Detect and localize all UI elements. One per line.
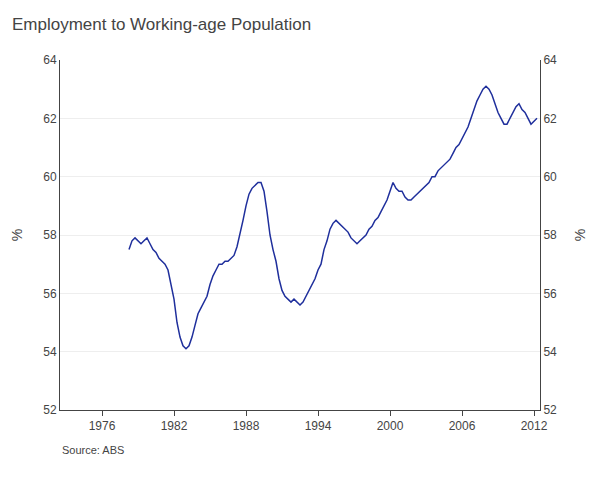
svg-text:1988: 1988 bbox=[233, 419, 260, 433]
svg-text:2012: 2012 bbox=[521, 419, 548, 433]
svg-text:60: 60 bbox=[543, 170, 557, 184]
svg-text:1994: 1994 bbox=[305, 419, 332, 433]
svg-text:56: 56 bbox=[543, 287, 557, 301]
svg-text:58: 58 bbox=[543, 228, 557, 242]
svg-text:52: 52 bbox=[543, 403, 557, 417]
svg-text:56: 56 bbox=[43, 287, 57, 301]
svg-text:%: % bbox=[9, 229, 25, 241]
svg-text:Source: ABS: Source: ABS bbox=[62, 444, 124, 456]
svg-text:1976: 1976 bbox=[89, 419, 116, 433]
svg-text:62: 62 bbox=[543, 112, 557, 126]
svg-text:%: % bbox=[572, 229, 588, 241]
svg-text:62: 62 bbox=[43, 112, 57, 126]
svg-text:2000: 2000 bbox=[377, 419, 404, 433]
svg-text:60: 60 bbox=[43, 170, 57, 184]
svg-text:Employment to Working-age Popu: Employment to Working-age Population bbox=[12, 15, 311, 34]
svg-text:64: 64 bbox=[543, 53, 557, 67]
svg-text:52: 52 bbox=[43, 403, 57, 417]
svg-text:64: 64 bbox=[43, 53, 57, 67]
svg-text:2006: 2006 bbox=[449, 419, 476, 433]
svg-text:54: 54 bbox=[43, 345, 57, 359]
svg-text:1982: 1982 bbox=[161, 419, 188, 433]
svg-text:54: 54 bbox=[543, 345, 557, 359]
svg-text:58: 58 bbox=[43, 228, 57, 242]
